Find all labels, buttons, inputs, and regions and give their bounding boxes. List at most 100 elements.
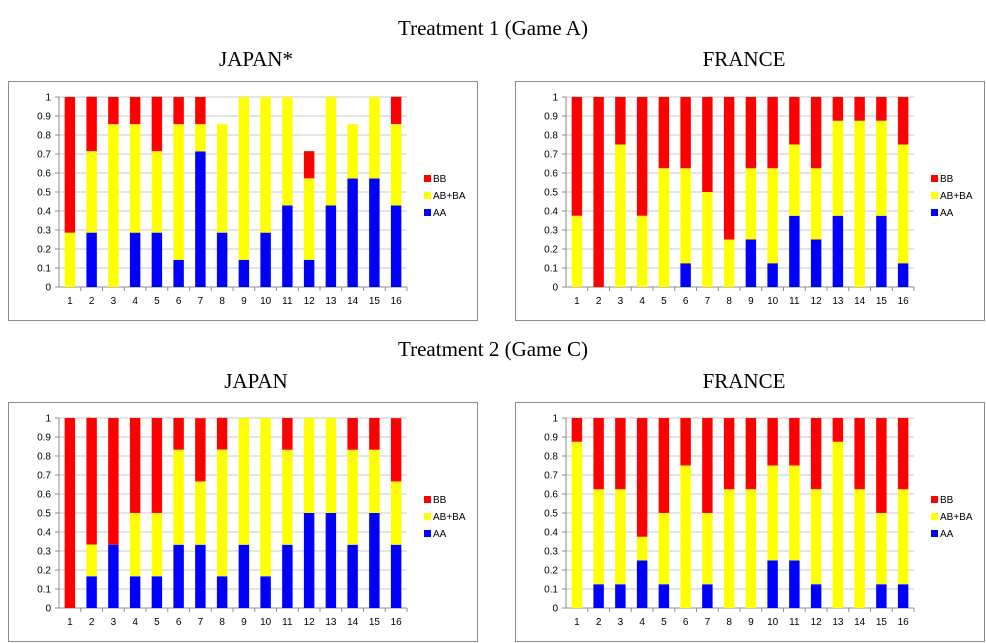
- bar-ab-ba-14: [347, 449, 358, 545]
- bar-aa-15: [369, 178, 380, 287]
- bar-aa-5: [658, 584, 670, 608]
- bar-ab-ba-12: [810, 489, 822, 585]
- bar-bb-6: [173, 418, 184, 450]
- x-tick-label: 6: [176, 617, 182, 628]
- bar-ab-ba-2: [86, 544, 97, 577]
- y-tick-label: 1: [45, 93, 51, 104]
- x-tick-label: 2: [89, 617, 95, 628]
- x-tick-label: 2: [596, 617, 602, 628]
- bar-ab-ba-3: [615, 489, 626, 585]
- bar-aa-7: [702, 584, 713, 608]
- bar-bb-12: [810, 97, 822, 169]
- x-tick-label: 12: [304, 617, 316, 628]
- x-tick-label: 1: [67, 617, 73, 628]
- bar-aa-10: [767, 560, 778, 608]
- bar-bb-11: [282, 418, 293, 450]
- x-tick-label: 16: [898, 617, 910, 628]
- y-tick-label: 0.7: [37, 150, 51, 161]
- bar-bb-2: [86, 96, 97, 152]
- bar-bb-16: [390, 96, 402, 124]
- chart-panel-france-t2: 0 0.1 0.2 0.3 0.4 0.5 0.6 0.7 0.8 0.9 1 1 2 3 4 5 6 7 8 9 10…: [515, 402, 985, 642]
- treatment2-heading: Treatment 2 (Game C): [398, 337, 588, 361]
- bar-ab-ba-12: [303, 178, 315, 260]
- bar-ab-ba-11: [282, 97, 293, 206]
- bar-ab-ba-12: [303, 418, 315, 513]
- bar-ab-ba-13: [325, 418, 337, 513]
- x-tick-label: 16: [898, 296, 910, 307]
- x-tick-label: 16: [391, 617, 403, 628]
- bar-aa-14: [347, 544, 358, 608]
- bar-aa-9: [238, 544, 250, 608]
- bar-bb-3: [108, 97, 119, 125]
- legend: BB AB+BA AA: [424, 495, 466, 540]
- bar-bb-11: [789, 418, 800, 466]
- bar-bb-15: [876, 97, 887, 121]
- x-tick-label: 1: [574, 296, 580, 307]
- bar-bb-7: [702, 97, 713, 192]
- x-tick-label: 8: [219, 296, 225, 307]
- bar-ab-ba-10: [260, 97, 271, 233]
- bar-bb-16: [390, 418, 402, 482]
- bar-ab-ba-7: [702, 192, 713, 287]
- bar-bb-9: [745, 97, 757, 169]
- bar-bb-8: [216, 417, 228, 450]
- chart-japan-t1: 00.10.20.30.40.50.60.70.80.911 2 3 4 5 6 7 8 9 10…: [37, 93, 466, 308]
- bar-bb-5: [658, 418, 670, 513]
- x-tick-label: 15: [876, 296, 888, 307]
- chart-france-t1: 00.10.20.30.40.50.60.70.80.911 2 3 4 5 6 7 8 9 10…: [544, 93, 973, 308]
- bar-aa-3: [108, 544, 119, 608]
- bar-aa-7: [195, 544, 206, 608]
- bar-bb-15: [876, 418, 887, 513]
- y-tick-label: 0.9: [544, 112, 558, 123]
- chart-title-france-t1: FRANCE: [702, 47, 786, 71]
- chart-france-t2: 00.10.20.30.40.50.60.70.80.911 2 3 4 5 6 7 8 9 10…: [544, 414, 973, 629]
- legend-swatch-ab-ba: [424, 192, 431, 199]
- y-tick-label: 0: [552, 604, 558, 615]
- y-tick-label: 0.6: [37, 169, 51, 180]
- bar-aa-11: [789, 215, 800, 287]
- x-tick-label: 8: [726, 296, 732, 307]
- bar-ab-ba-8: [216, 124, 228, 233]
- y-tick-label: 0.3: [37, 226, 51, 237]
- bar-aa-12: [810, 239, 822, 287]
- bar-bb-7: [195, 97, 206, 125]
- x-tick-label: 1: [67, 296, 73, 307]
- legend-label-aa: AA: [940, 529, 954, 540]
- legend-label-ab-ba: AB+BA: [940, 191, 973, 202]
- bar-ab-ba-5: [151, 151, 163, 233]
- bar-aa-13: [325, 513, 337, 608]
- y-tick-label: 0.4: [37, 207, 51, 218]
- x-tick-label: 4: [132, 296, 138, 307]
- bar-ab-ba-10: [260, 418, 271, 577]
- bar-ab-ba-12: [810, 168, 822, 240]
- x-tick-label: 7: [705, 296, 711, 307]
- chart-panel-japan-t1: 0 0.1 0.2 0.3 0.4 0.5 0.6 0.7 0.8 0.9 1 1 2 3 4 5 6 7 8 9 10…: [8, 81, 478, 321]
- bar-aa-10: [260, 576, 271, 608]
- legend: BB AB+BA AA: [931, 495, 973, 540]
- bar-bb-3: [108, 418, 119, 545]
- bar-bb-16: [897, 97, 909, 145]
- bar-bb-3: [615, 97, 626, 145]
- bar-aa-7: [195, 151, 206, 287]
- bar-ab-ba-9: [238, 97, 250, 260]
- y-tick-label: 0.1: [544, 264, 558, 275]
- bar-bb-4: [129, 418, 141, 513]
- bar-ab-ba-2: [593, 489, 604, 585]
- y-tick-label: 0: [45, 283, 51, 294]
- bar-aa-12: [303, 513, 315, 608]
- bar-bb-1: [571, 418, 583, 442]
- bar-ab-ba-14: [854, 489, 865, 608]
- x-tick-label: 11: [282, 617, 293, 628]
- bar-aa-16: [897, 263, 909, 287]
- chart-japan-t2: 00.10.20.30.40.50.60.70.80.911 2 3 4 5 6 7 8 9 10…: [37, 414, 466, 629]
- x-tick-label: 8: [726, 617, 732, 628]
- bar-aa-15: [369, 513, 380, 608]
- x-tick-label: 6: [683, 617, 689, 628]
- legend-swatch-ab-ba: [931, 192, 938, 199]
- x-tick-label: 11: [789, 617, 800, 628]
- legend-swatch-aa: [424, 209, 431, 216]
- y-tick-label: 0.7: [37, 471, 51, 482]
- x-tick-label: 11: [789, 296, 800, 307]
- x-tick-label: 12: [811, 617, 823, 628]
- x-tick-label: 14: [854, 617, 866, 628]
